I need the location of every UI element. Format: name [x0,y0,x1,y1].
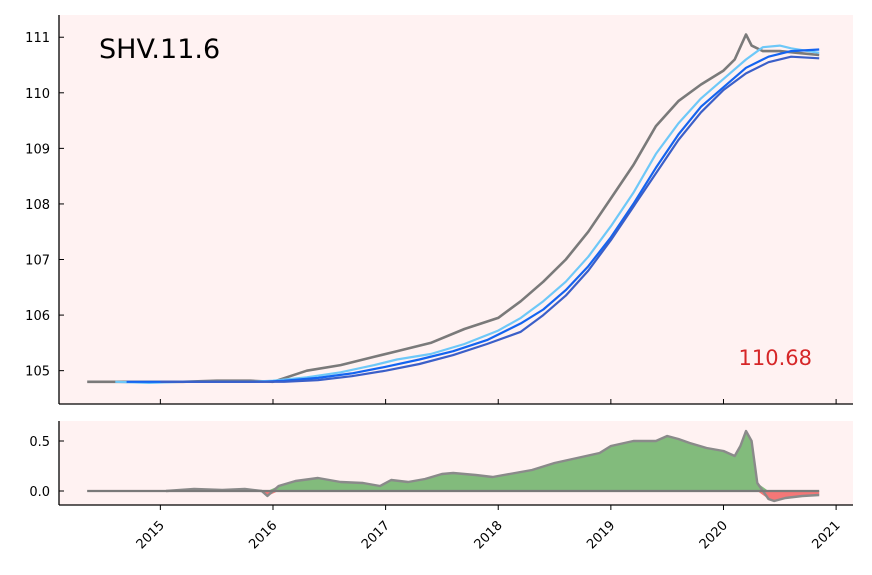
spread-positive-area [166,431,820,491]
chart-title: SHV.11.6 [99,34,220,65]
price-panel: 105 106 107 108 109 110 111 SHV.11.6 110.68 [25,15,853,405]
spread-series-group [87,429,820,503]
price-y-tick-label: 109 [25,142,50,157]
price-y-ticks: 105 106 107 108 109 110 111 [25,31,64,380]
price-y-tick-label: 105 [25,365,50,380]
price-x-ticks [159,399,837,404]
last-value-label: 110.68 [739,346,812,370]
spread-y-tick-label: 0.5 [29,435,50,450]
price-y-tick-label: 108 [25,198,50,213]
price-y-tick-label: 107 [25,254,50,269]
price-y-tick-label: 111 [25,31,50,46]
price-y-tick-label: 106 [25,309,50,324]
price-y-tick-label: 110 [25,87,50,102]
spread-y-ticks: 0.0 0.5 [29,435,64,500]
spread-y-tick-label: 0.0 [29,485,50,500]
price-series-line-4 [160,55,820,383]
spread-outline-line [165,429,820,503]
price-panel-background [59,15,853,404]
price-series-group [87,33,820,384]
